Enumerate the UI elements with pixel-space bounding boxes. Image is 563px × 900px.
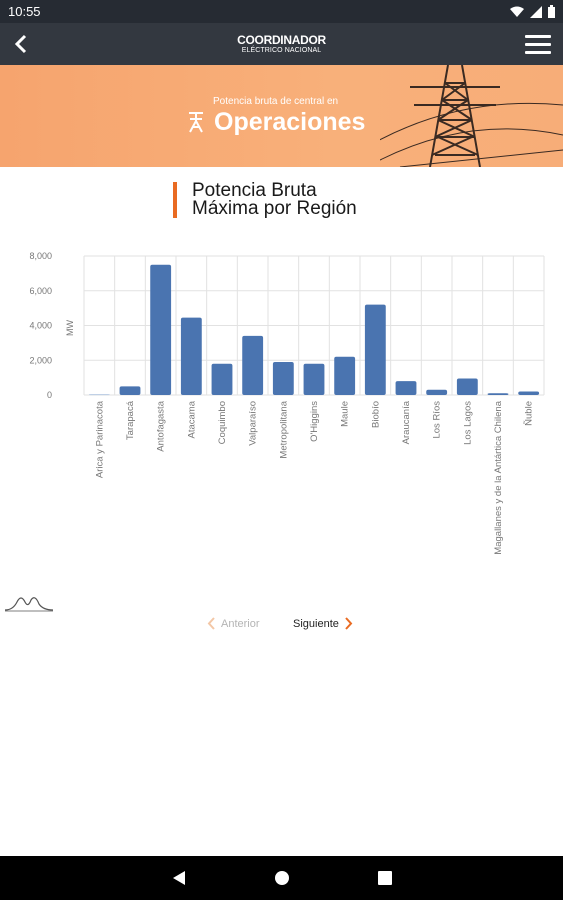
status-icons [510,5,555,18]
banner-pre-title: Potencia bruta de central en [213,96,339,107]
x-tick-label: O'Higgins [309,401,320,442]
x-tick-label: Maule [340,401,351,427]
x-tick-label: Antofagasta [156,400,167,451]
section-title-line1: Potencia Bruta [192,180,317,201]
status-time: 10:55 [8,4,41,19]
bar [518,391,540,395]
app-bar: COORDINADOR ELÉCTRICO NACIONAL [0,23,563,65]
nav-back-icon[interactable] [172,870,186,886]
wave-icon [5,597,53,612]
x-tick-label: Los Ríos [432,401,443,439]
previous-button[interactable]: Anterior [207,617,260,630]
menu-button[interactable] [525,31,551,57]
y-axis-label: MW [65,320,75,336]
x-tick-label: Ñuble [524,401,535,426]
bar [426,389,448,395]
bar [88,394,110,396]
y-tick-label: 2,000 [29,355,52,365]
y-tick-label: 4,000 [29,321,52,331]
chevron-right-icon [345,617,353,630]
bar [272,361,294,395]
bar [334,356,356,395]
y-tick-label: 6,000 [29,286,52,296]
bar [150,264,172,395]
pager: Anterior Siguiente [0,617,563,637]
x-tick-label: Biobío [370,401,381,428]
bar [456,378,478,395]
y-tick-label: 0 [47,390,52,400]
logo-line1: COORDINADOR [237,33,326,47]
nav-home-icon[interactable] [274,870,290,886]
banner-title: Operaciones [214,108,366,136]
x-tick-label: Tarapacá [125,400,136,440]
back-button[interactable] [6,29,36,59]
operaciones-banner: Potencia bruta de central en Operaciones [0,65,563,167]
hamburger-icon-line [525,34,551,38]
operaciones-icon [189,112,203,133]
signal-icon [530,5,542,18]
bar [364,304,386,395]
bar [303,363,325,395]
x-tick-label: Los Lagos [462,401,473,445]
x-tick-label: Magallanes y de la Antártica Chilena [493,400,504,554]
x-tick-label: Araucanía [401,400,412,444]
x-tick-label: Metropolitana [278,400,289,458]
section-title: Potencia Bruta Máxima por Región [173,180,357,219]
region-power-chart: 8,000 6,000 4,000 2,000 0 MW Arica y Parinacot… [29,251,545,555]
bar [119,386,141,395]
app-logo: COORDINADOR ELÉCTRICO NACIONAL [237,34,326,54]
status-bar: 10:55 [0,0,563,23]
y-tick-label: 8,000 [29,251,52,261]
next-button[interactable]: Siguiente [293,617,353,630]
android-nav-bar [0,856,563,900]
wifi-icon [510,6,524,17]
power-tower-illustration [380,65,563,167]
bar [242,335,264,395]
x-tick-label: Arica y Parinacota [94,400,105,478]
bar [395,381,417,395]
hamburger-icon-line [525,42,551,46]
bar [487,393,509,395]
back-arrow-icon [14,34,27,54]
nav-recents-icon[interactable] [377,871,392,885]
chevron-left-icon [207,617,215,630]
x-tick-label: Coquimbo [217,401,228,444]
hamburger-icon-line [525,50,551,54]
next-label: Siguiente [293,617,339,630]
bar [180,317,202,395]
bar [211,363,233,395]
section-title-line2: Máxima por Región [192,198,357,219]
x-tick-label: Atacama [186,400,197,438]
previous-label: Anterior [221,617,260,630]
battery-icon [548,5,555,18]
logo-line2: ELÉCTRICO NACIONAL [241,47,322,54]
x-tick-label: Valparaíso [248,401,259,446]
